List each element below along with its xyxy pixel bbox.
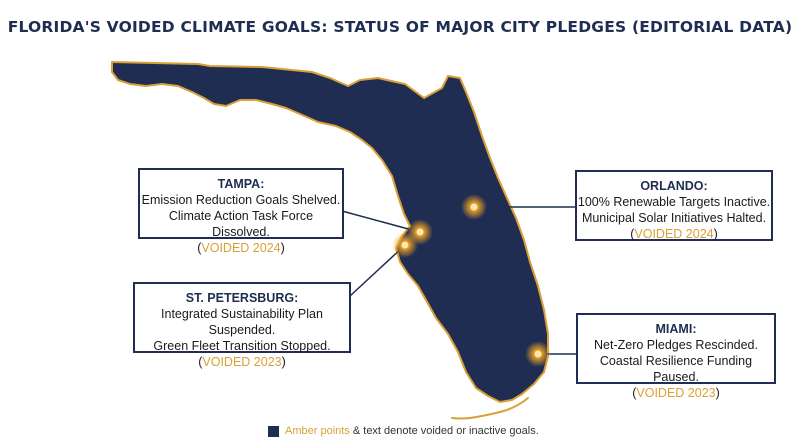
- orlando-line-1: 100% Renewable Targets Inactive.: [577, 195, 771, 209]
- orlando-marker: [461, 194, 487, 220]
- tampa-line-1: Emission Reduction Goals Shelved.: [141, 193, 341, 207]
- florida-state-shape: [111, 61, 549, 403]
- st-petersburg-line-1: Integrated Sustainability Plan Suspended…: [161, 307, 323, 337]
- map-title: FLORIDA'S VOIDED CLIMATE GOALS: STATUS O…: [7, 18, 793, 36]
- florida-keys: [451, 397, 529, 420]
- miami-name: MIAMI:: [655, 322, 697, 336]
- tampa-status: (VOIDED 2024): [197, 241, 285, 255]
- miami-line-1: Net-Zero Pledges Rescinded.: [594, 338, 758, 352]
- legend-swatch: [268, 425, 279, 437]
- st-petersburg-leader-line: [349, 245, 405, 297]
- miami-status: (VOIDED 2023): [632, 386, 720, 400]
- orlando-name: ORLANDO:: [640, 179, 708, 193]
- tampa-name: TAMPA:: [217, 177, 265, 191]
- miami-line-2: Coastal Resilience Funding Paused.: [599, 354, 753, 384]
- tampa-line-2: Climate Action Task Force Dissolved.: [168, 209, 314, 239]
- st-petersburg-status: (VOIDED 2023): [198, 355, 286, 369]
- tampa-leader-line: [341, 210, 413, 231]
- st-petersburg-name: ST. PETERSBURG:: [185, 291, 299, 305]
- st-petersburg-marker: [392, 232, 418, 258]
- tampa-callout: TAMPA: Emission Reduction Goals Shelved.…: [138, 168, 344, 255]
- miami-callout: MIAMI: Net-Zero Pledges Rescinded. Coast…: [576, 313, 776, 400]
- orlando-callout: ORLANDO: 100% Renewable Targets Inactive…: [575, 170, 773, 241]
- orlando-line-2: Municipal Solar Initiatives Halted.: [581, 211, 767, 225]
- st-petersburg-callout: ST. PETERSBURG: Integrated Sustainabilit…: [133, 282, 351, 369]
- legend: Amber points & text denote voided or ina…: [268, 425, 539, 437]
- legend-text: Amber points & text denote voided or ina…: [285, 425, 539, 437]
- st-petersburg-line-2: Green Fleet Transition Stopped.: [153, 339, 331, 353]
- orlando-status: (VOIDED 2024): [630, 227, 718, 241]
- miami-marker: [525, 341, 551, 367]
